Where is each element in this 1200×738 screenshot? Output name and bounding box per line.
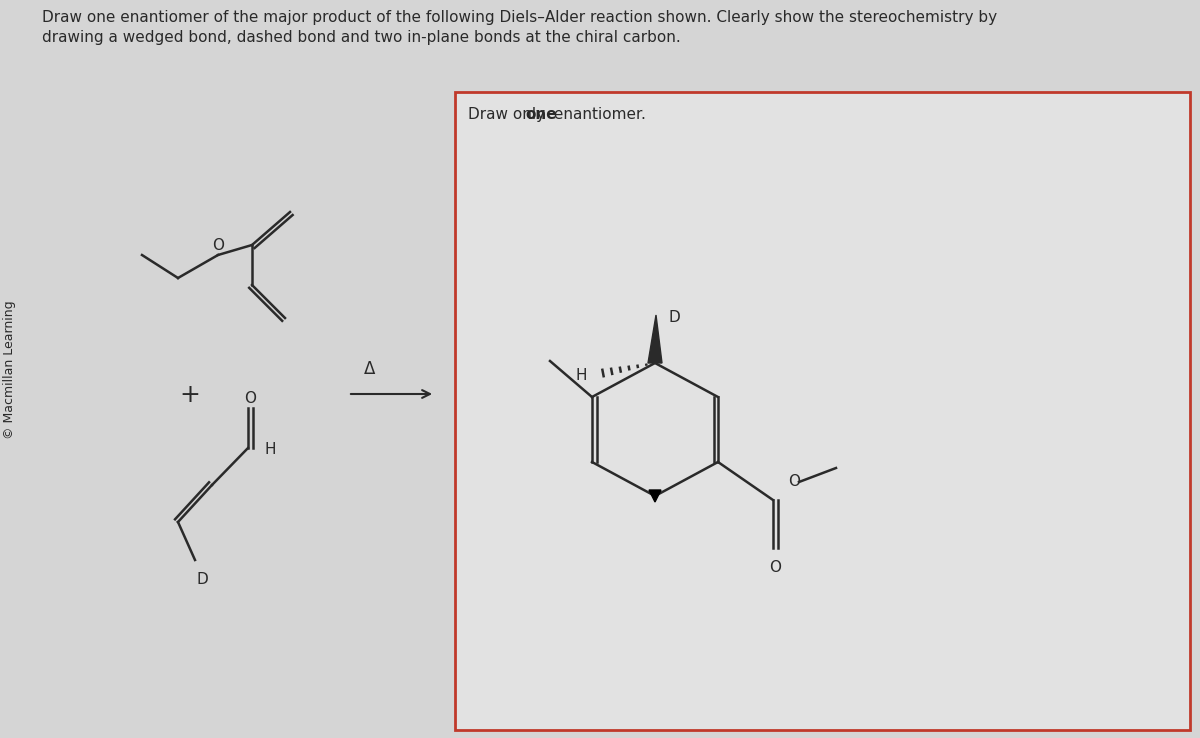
Polygon shape [649, 490, 661, 502]
Text: D: D [196, 572, 208, 587]
Bar [455, 92, 1190, 730]
Text: Draw only: Draw only [468, 107, 550, 122]
Text: H: H [265, 443, 276, 458]
Text: +: + [180, 383, 200, 407]
Text: © Macmillan Learning: © Macmillan Learning [4, 300, 17, 439]
Text: H: H [576, 368, 587, 382]
Text: Δ: Δ [365, 360, 376, 378]
Text: D: D [668, 309, 679, 325]
Polygon shape [648, 315, 662, 363]
Text: O: O [244, 391, 256, 406]
Text: drawing a wedged bond, dashed bond and two in-plane bonds at the chiral carbon.: drawing a wedged bond, dashed bond and t… [42, 30, 680, 45]
Text: O: O [769, 560, 781, 575]
Text: enantiomer.: enantiomer. [550, 107, 646, 122]
Text: Draw one enantiomer of the major product of the following Diels–Alder reaction s: Draw one enantiomer of the major product… [42, 10, 997, 25]
Text: O: O [212, 238, 224, 253]
Text: O: O [788, 475, 800, 489]
Text: one: one [526, 107, 557, 122]
